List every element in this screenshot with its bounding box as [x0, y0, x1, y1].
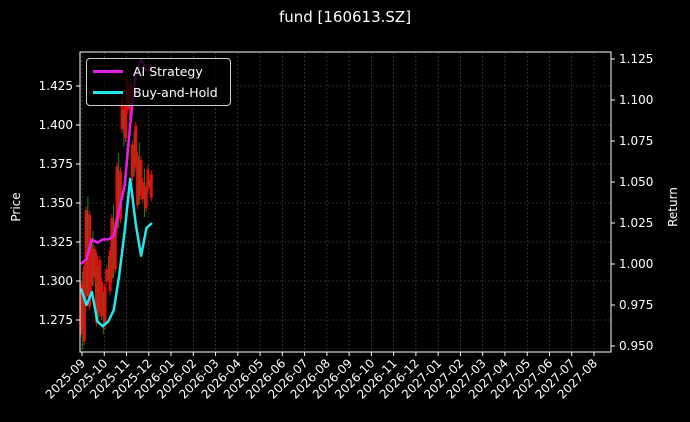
left-tick-label: 1.350 [39, 196, 73, 210]
left-tick-label: 1.425 [39, 79, 73, 93]
right-tick-label: 0.950 [619, 339, 653, 353]
left-tick-label: 1.400 [39, 118, 73, 132]
left-axis-label: Price [9, 192, 23, 221]
legend-item-buy-and-hold: Buy-and-Hold [93, 83, 218, 101]
right-tick-label: 1.075 [619, 134, 653, 148]
left-tick-label: 1.375 [39, 157, 73, 171]
right-tick-label: 1.050 [619, 175, 653, 189]
legend: AI Strategy Buy-and-Hold [86, 58, 231, 106]
right-tick-label: 0.975 [619, 298, 653, 312]
right-tick-label: 1.125 [619, 52, 653, 66]
left-tick-label: 1.275 [39, 313, 73, 327]
plot-frame [79, 51, 612, 353]
legend-swatch-buy-and-hold [93, 90, 123, 94]
left-tick-label: 1.300 [39, 274, 73, 288]
legend-label: AI Strategy [133, 63, 203, 79]
series-line [79, 177, 153, 328]
right-tick-label: 1.000 [619, 257, 653, 271]
right-axis-label: Return [666, 187, 680, 227]
legend-swatch-ai-strategy [93, 69, 123, 73]
right-tick-label: 1.025 [619, 216, 653, 230]
left-y-axis: 1.275 1.300 1.325 1.350 1.375 1.400 1.425 [39, 79, 80, 327]
legend-label: Buy-and-Hold [133, 84, 218, 100]
price-candles [79, 75, 153, 350]
legend-item-ai-strategy: AI Strategy [93, 62, 203, 80]
right-y-axis: 0.950 0.975 1.000 1.025 1.050 1.075 1.100 1.125 [611, 52, 653, 353]
left-tick-label: 1.325 [39, 235, 73, 249]
right-tick-label: 1.100 [619, 93, 653, 107]
chart-title: fund [160613.SZ] [278, 8, 412, 26]
x-axis: 2025-092025-102025-112025-122026-012026-… [43, 352, 600, 402]
